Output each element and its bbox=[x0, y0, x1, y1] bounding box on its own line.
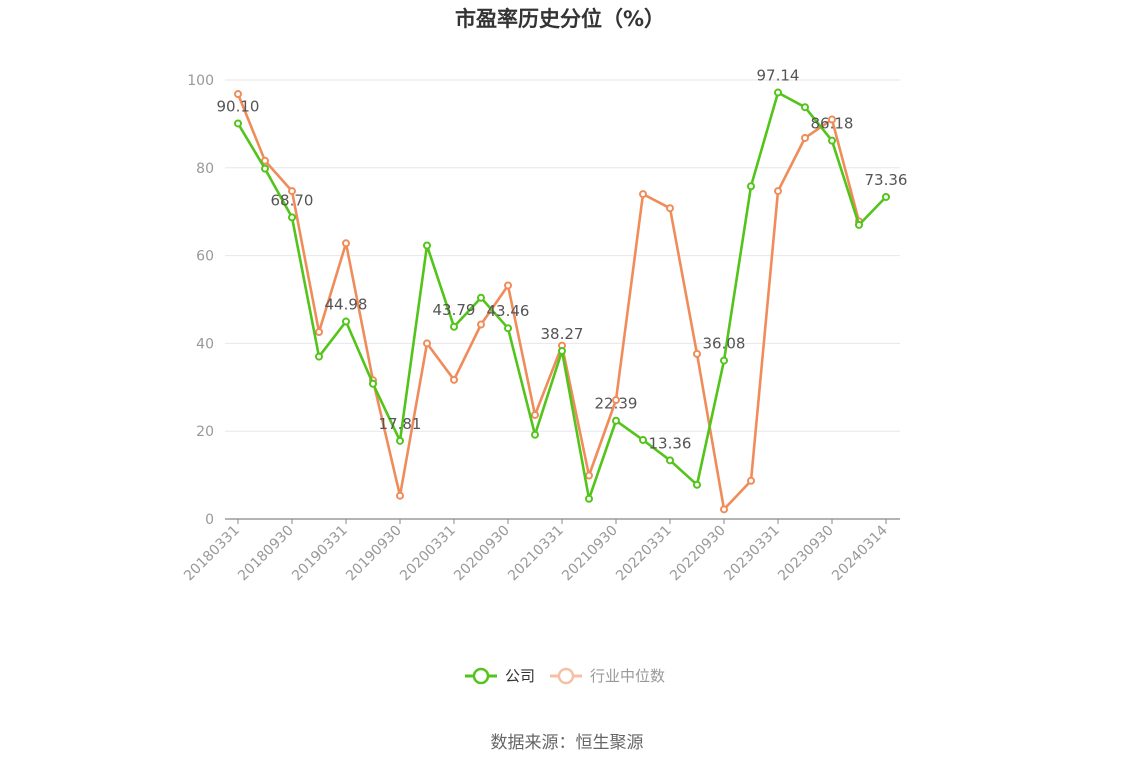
legend-item-0[interactable]: 公司 bbox=[465, 667, 535, 685]
grid-lines bbox=[225, 79, 900, 432]
y-tick-label: 100 bbox=[187, 73, 214, 89]
x-tick-label: 20190930 bbox=[343, 523, 405, 585]
series-point-0 bbox=[369, 379, 377, 388]
data-label: 97.14 bbox=[757, 67, 800, 85]
series-point-1 bbox=[693, 349, 701, 358]
x-tick-label: 20230331 bbox=[721, 523, 783, 585]
data-label: 36.08 bbox=[703, 335, 746, 353]
x-tick-label: 20180930 bbox=[235, 523, 297, 585]
data-label: 44.98 bbox=[325, 296, 368, 314]
series-point-1 bbox=[531, 410, 539, 419]
legend-marker bbox=[472, 667, 490, 685]
series-line-1 bbox=[236, 93, 861, 511]
series-point-0 bbox=[288, 213, 296, 222]
series-point-0 bbox=[234, 119, 242, 128]
series-point-1 bbox=[477, 320, 485, 329]
series-point-0 bbox=[423, 241, 431, 250]
series-point-0 bbox=[558, 346, 566, 355]
series-point-0 bbox=[585, 494, 593, 503]
data-label: 43.46 bbox=[487, 302, 530, 320]
data-label: 73.36 bbox=[865, 171, 908, 189]
series-point-1 bbox=[666, 204, 674, 213]
series-point-0 bbox=[450, 322, 458, 331]
y-tick-label: 40 bbox=[196, 336, 214, 352]
series-point-1 bbox=[504, 281, 512, 290]
series-point-1 bbox=[747, 476, 755, 485]
series-point-1 bbox=[234, 90, 242, 99]
legend-label: 公司 bbox=[505, 667, 535, 685]
chart-title: 市盈率历史分位（%） bbox=[455, 7, 665, 31]
data-labels: 90.10 68.70 44.98 17.81 43.79 43.46 38.27 22.39… bbox=[217, 67, 908, 453]
series-point-0 bbox=[639, 435, 647, 444]
series-point-0 bbox=[315, 352, 323, 361]
series-point-1 bbox=[288, 187, 296, 196]
series-point-1 bbox=[423, 339, 431, 348]
series-point-1 bbox=[774, 187, 782, 196]
x-tick-label: 20180331 bbox=[181, 523, 243, 585]
legend[interactable]: 公司 行业中位数 bbox=[465, 667, 665, 685]
legend-marker bbox=[557, 667, 575, 685]
x-tick-label: 20210331 bbox=[505, 523, 567, 585]
data-label: 86.18 bbox=[811, 115, 854, 133]
data-label: 43.79 bbox=[433, 301, 476, 319]
x-tick-label: 20190331 bbox=[289, 523, 351, 585]
x-axis: 2018033120180930201903312019093020200331… bbox=[181, 518, 900, 585]
series-point-0 bbox=[612, 416, 620, 425]
data-label: 22.39 bbox=[595, 395, 638, 413]
series-point-1 bbox=[639, 190, 647, 199]
x-tick-label: 20200930 bbox=[451, 523, 513, 585]
series-point-0 bbox=[855, 220, 863, 229]
data-label: 13.36 bbox=[649, 434, 692, 452]
x-tick-label: 20220331 bbox=[613, 523, 675, 585]
series-point-0 bbox=[666, 456, 674, 465]
series-point-0 bbox=[531, 430, 539, 439]
source-note: 数据来源：恒生聚源 bbox=[491, 733, 644, 753]
series-point-1 bbox=[396, 491, 404, 500]
series-point-0 bbox=[261, 164, 269, 173]
x-tick-label: 20220930 bbox=[667, 523, 729, 585]
series-point-1 bbox=[828, 115, 836, 124]
series-point-0 bbox=[504, 324, 512, 333]
series-point-0 bbox=[747, 182, 755, 191]
series-point-0 bbox=[396, 436, 404, 445]
y-tick-label: 0 bbox=[205, 512, 214, 528]
x-tick-label: 20210930 bbox=[559, 523, 621, 585]
data-label: 38.27 bbox=[541, 325, 584, 343]
y-tick-label: 80 bbox=[196, 161, 214, 177]
y-tick-label: 60 bbox=[196, 249, 214, 265]
series-point-0 bbox=[720, 356, 728, 365]
series-point-1 bbox=[450, 375, 458, 384]
x-tick-label: 20200331 bbox=[397, 523, 459, 585]
series-point-0 bbox=[774, 88, 782, 97]
x-tick-label: 20240314 bbox=[829, 522, 891, 584]
data-label: 90.10 bbox=[217, 97, 260, 115]
series-point-1 bbox=[801, 133, 809, 142]
series-point-1 bbox=[720, 505, 728, 514]
series-group bbox=[234, 88, 890, 514]
series-point-1 bbox=[585, 471, 593, 480]
legend-item-1[interactable]: 行业中位数 bbox=[550, 667, 665, 685]
series-point-1 bbox=[261, 156, 269, 165]
series-point-0 bbox=[801, 103, 809, 112]
series-point-1 bbox=[315, 327, 323, 336]
x-tick-label: 20230930 bbox=[775, 523, 837, 585]
series-point-0 bbox=[693, 480, 701, 489]
series-point-0 bbox=[477, 293, 485, 302]
data-label: 68.70 bbox=[271, 191, 314, 209]
series-point-0 bbox=[828, 136, 836, 145]
series-point-1 bbox=[612, 396, 620, 405]
series-point-0 bbox=[882, 192, 890, 201]
legend-label: 行业中位数 bbox=[590, 667, 665, 685]
series-point-1 bbox=[342, 239, 350, 248]
data-label: 17.81 bbox=[379, 415, 422, 433]
y-axis: 0 20 40 60 80 100 bbox=[187, 73, 214, 528]
series-point-0 bbox=[342, 317, 350, 326]
y-tick-label: 20 bbox=[196, 424, 214, 440]
